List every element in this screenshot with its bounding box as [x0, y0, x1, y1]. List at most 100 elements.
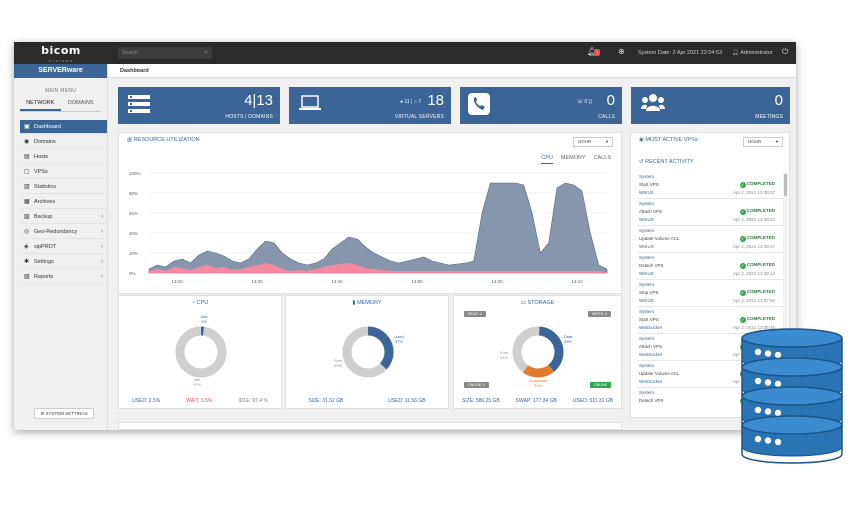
storage-snapshots-pct: 21%: [534, 383, 542, 388]
x-tick-label: 13:50: [411, 279, 423, 284]
y-tick-label: 60%: [129, 211, 138, 216]
user-menu[interactable]: 👤︎ Administrator: [732, 50, 773, 56]
sidebar-item-label: Dashboard: [34, 124, 61, 130]
tab-memory[interactable]: MEMORY: [560, 155, 586, 161]
cpu-use-pct: 2%: [201, 319, 207, 324]
activity-item[interactable]: System Start VPS WIKUS ✓ COMPLETED Apr 2, 202…: [637, 172, 783, 199]
activity-item[interactable]: System Start VPS WebSocket ✓ COMPLETED Apr 2,…: [637, 307, 783, 334]
activity-status: ✓COMPLETED: [739, 316, 775, 323]
sidebar-item-settings[interactable]: ✱ Settings ›: [20, 255, 107, 269]
sidebar-item-vpss[interactable]: ▢ VPSs: [20, 165, 107, 179]
caret-down-icon: ▼: [605, 139, 609, 144]
scrollbar-thumb[interactable]: [784, 174, 787, 196]
tab-calls[interactable]: CALLS: [593, 155, 611, 161]
power-icon[interactable]: ⏻: [782, 47, 789, 56]
disk-light: [774, 438, 782, 446]
check-icon: ✓: [739, 290, 746, 296]
most-active-hour-select[interactable]: HOUR ▼: [743, 137, 783, 147]
database-outline: [741, 338, 843, 464]
logo[interactable]: bicom SYSTEMS: [14, 42, 108, 64]
activity-action: Start VPS: [639, 317, 659, 322]
globe-icon[interactable]: ⊕: [618, 47, 625, 56]
tab-network[interactable]: NETWORK: [20, 98, 61, 111]
sidebar-item-hosts[interactable]: ▤ Hosts: [20, 150, 107, 164]
tab-cpu[interactable]: CPU: [541, 155, 553, 164]
bell-icon[interactable]: 🔔︎: [587, 47, 598, 56]
online-status-tag: ONLINE: [589, 382, 611, 388]
disk-light: [754, 377, 762, 385]
sidebar-item-label: Geo-Redundancy: [34, 229, 78, 235]
activity-item[interactable]: System Stop VPS WIKUS ✓ COMPLETED Apr 2, 2021…: [637, 280, 783, 307]
storage-panel: ▭ STORAGE READ: 0 WRITE: 0 ONLINE: 0 ONL…: [453, 295, 622, 409]
activity-scrollbar[interactable]: [783, 172, 788, 408]
meetings-value: 0: [774, 92, 783, 109]
activity-item[interactable]: System Update Volume ACL WIKUS ✓ COMPLETED Ap…: [637, 226, 783, 253]
gauge-icon: ◔: [191, 300, 196, 306]
storage-title: ▭ STORAGE: [454, 300, 621, 306]
activity-actor: System: [639, 282, 655, 287]
y-tick-label: 0%: [129, 271, 136, 276]
memory-free-pct: 63%: [334, 363, 342, 368]
cpu-wait: WAIT: 0.5%: [186, 398, 213, 404]
cpu-panel: ◔ CPU Use 2% Idle 97% USED: 2.5% WAIT: 0.5%…: [118, 295, 282, 409]
activity-target: WebSocket: [639, 325, 662, 330]
sidebar-item-dashboard[interactable]: ▣ Dashboard: [20, 120, 107, 134]
statistics-icon: ▥: [24, 184, 30, 190]
sidebar-item-statistics[interactable]: ▥ Statistics: [20, 180, 107, 194]
resource-hour-select[interactable]: HOUR ▼: [573, 137, 613, 147]
sidebar-item-reports[interactable]: ▨ Reports ›: [20, 270, 107, 284]
tab-domains[interactable]: DOMAINS: [67, 100, 94, 106]
memory-footer: SIZE: 31.52 GB USED: 11.56 GB: [286, 398, 448, 404]
sidebar-item-archives[interactable]: ▦ Archives: [20, 195, 107, 209]
hosts-card[interactable]: 4|13 HOSTS | DOMAINS: [118, 87, 280, 124]
activity-item[interactable]: System Attach VPS WIKUS ✓ COMPLETED Apr 2, 20…: [637, 199, 783, 226]
wait-area-series: [149, 263, 607, 273]
virtual-servers-card[interactable]: ● 11 | ○ 7 18 VIRTUAL SERVERS: [289, 87, 451, 124]
sidebar-item-label: sipPROT: [34, 244, 57, 250]
activity-time: Apr 2, 2021 13:38:14: [732, 271, 775, 276]
activity-actor: System: [639, 255, 655, 260]
top-bar: bicom SYSTEMS Search ⌕ 🔔︎ 1 ⊕ System Dat…: [14, 42, 796, 64]
search-icon[interactable]: ⌕: [204, 49, 208, 56]
disk-top: [741, 328, 843, 348]
system-settings-button[interactable]: ⚙ SYSTEM SETTINGS: [34, 408, 94, 419]
logo-subtext: SYSTEMS: [48, 59, 74, 63]
chart-tabs: CPU MEMORY CALLS: [533, 155, 611, 164]
storage-snapshots-slice: [512, 326, 564, 378]
activity-status-text: COMPLETED: [746, 181, 775, 186]
logo-text: bicom: [41, 44, 81, 57]
sidebar-item-label: Reports: [34, 274, 54, 280]
database-disk: [741, 415, 843, 457]
activity-item[interactable]: System Detach VPS WIKUS ✓ COMPLETED Apr 2, 20…: [637, 253, 783, 280]
server-icon: ▤: [24, 154, 30, 160]
check-icon: ✓: [739, 182, 746, 188]
activity-time: Apr 2, 2021 13:39:20: [732, 217, 775, 222]
most-active-title-text: MOST ACTIVE VPSs:: [645, 137, 700, 143]
hosts-domains-label: HOSTS | DOMAINS: [225, 114, 273, 120]
user-name: Administrator: [740, 50, 773, 56]
sidebar-item-label: Hosts: [34, 154, 49, 160]
calls-card[interactable]: ☏ 0 )) 0 CALLS: [460, 87, 622, 124]
disk-light: [754, 406, 762, 414]
sidebar-item-geo-redundancy[interactable]: ◎ Geo-Redundancy ›: [20, 225, 107, 239]
chevron-right-icon: ›: [101, 274, 103, 280]
calls-extra: ☏ 0 )): [576, 99, 592, 105]
sidebar-item-domains[interactable]: ◉ Domains: [20, 135, 107, 149]
activity-time: Apr 2, 2021 13:37:56: [732, 298, 775, 303]
x-tick-label: 13:20: [171, 279, 183, 284]
storage-snapshots-label: Snapshots: [529, 378, 548, 383]
chevron-right-icon: ›: [101, 259, 103, 265]
sidebar-item-backup[interactable]: ▧ Backup ›: [20, 210, 107, 224]
sidebar-item-sipprot[interactable]: ◈ sipPROT ›: [20, 240, 107, 254]
globe-small-icon: ◉: [639, 137, 644, 143]
online-count-tag: ONLINE: 0: [464, 382, 489, 388]
activity-actor: System: [639, 309, 655, 314]
disk-light: [774, 351, 782, 359]
history-icon: ↺: [639, 159, 644, 165]
search-input[interactable]: Search ⌕: [118, 47, 212, 59]
meetings-card[interactable]: 0 MEETINGS: [631, 87, 790, 124]
most-active-title: ◉ MOST ACTIVE VPSs:: [639, 137, 699, 143]
dashboard-icon: ▣: [24, 124, 30, 130]
